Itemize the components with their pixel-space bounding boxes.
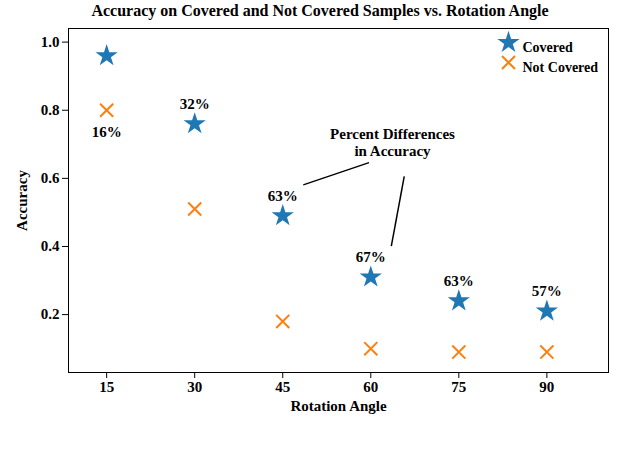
- svg-text:16%: 16%: [92, 124, 122, 140]
- svg-text:0.2: 0.2: [41, 306, 60, 322]
- svg-text:90: 90: [539, 379, 554, 395]
- svg-text:63%: 63%: [268, 188, 298, 204]
- svg-text:15: 15: [99, 379, 114, 395]
- svg-text:60: 60: [363, 379, 378, 395]
- svg-text:75: 75: [451, 379, 466, 395]
- html-text:Accuracy on Covered and Not Co: Accuracy on Covered and Not Covered Samp…: [91, 2, 549, 19]
- svg-text:0.6: 0.6: [41, 170, 60, 186]
- svg-text:Accuracy: Accuracy: [14, 170, 30, 231]
- svg-text:45: 45: [275, 379, 290, 395]
- svg-text:1.0: 1.0: [41, 34, 60, 50]
- svg-text:67%: 67%: [356, 249, 386, 265]
- svg-text:32%: 32%: [180, 96, 210, 112]
- svg-text:57%: 57%: [532, 283, 562, 299]
- svg-text:63%: 63%: [444, 273, 474, 289]
- svg-text:Rotation Angle: Rotation Angle: [290, 398, 387, 414]
- svg-text:0.4: 0.4: [41, 238, 60, 254]
- svg-text:30: 30: [187, 379, 202, 395]
- svg-text:Percent Differencesin Accuracy: Percent Differencesin Accuracy: [330, 126, 455, 158]
- svg-text:Not Covered: Not Covered: [523, 60, 599, 75]
- svg-text:0.8: 0.8: [41, 102, 60, 118]
- svg-text:Covered: Covered: [523, 40, 573, 55]
